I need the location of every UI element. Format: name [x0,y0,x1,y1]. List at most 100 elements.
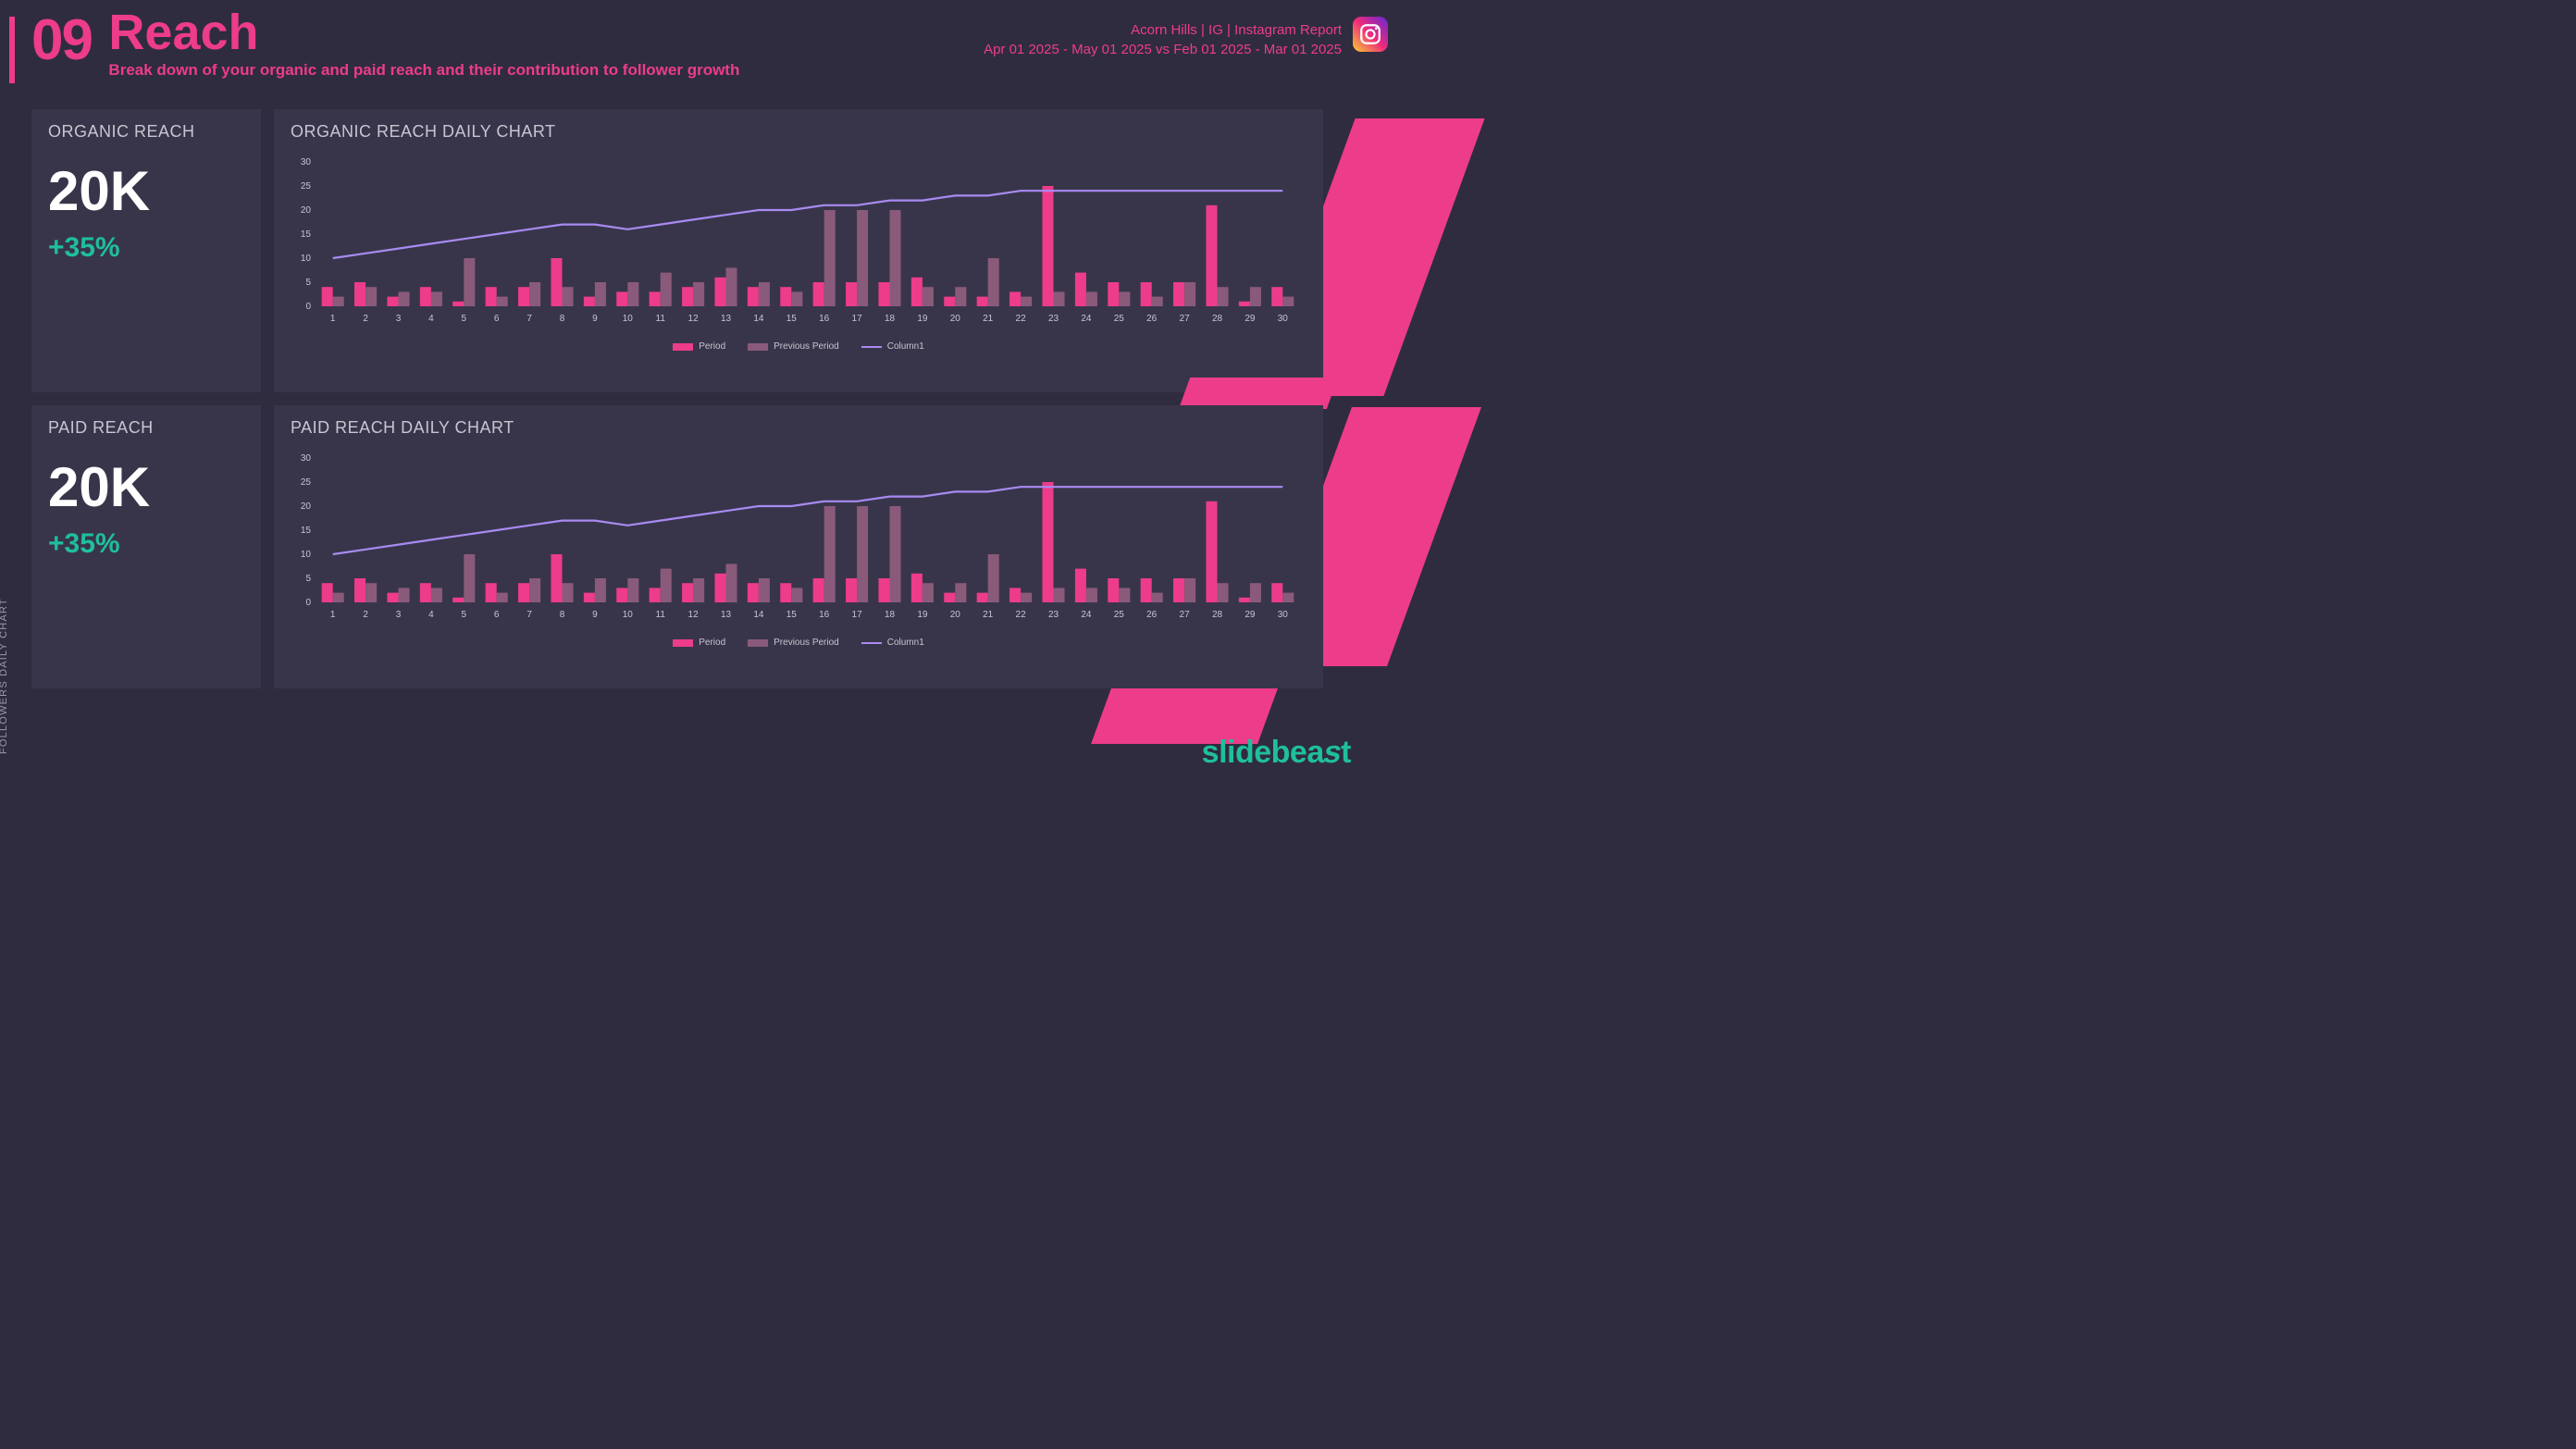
svg-text:24: 24 [1081,314,1092,324]
svg-text:27: 27 [1180,314,1191,324]
report-line2: Apr 01 2025 - May 01 2025 vs Feb 01 2025… [984,40,1342,59]
svg-text:15: 15 [786,610,798,620]
organic-chart-panel: ORGANIC REACH DAILY CHART 05101520253012… [274,109,1323,392]
svg-text:5: 5 [462,314,467,324]
legend-swatch [861,642,882,644]
svg-text:25: 25 [1114,610,1125,620]
legend-item: Period [673,341,725,352]
paid-chart-panel: PAID REACH DAILY CHART 05101520253012345… [274,405,1323,688]
svg-text:25: 25 [301,181,312,192]
svg-text:0: 0 [305,302,311,312]
legend-item: Previous Period [748,341,839,352]
legend-label: Period [699,638,725,648]
svg-text:25: 25 [1114,314,1125,324]
svg-text:30: 30 [301,453,312,464]
svg-text:15: 15 [301,229,312,240]
legend-item: Period [673,638,725,648]
svg-text:28: 28 [1212,610,1223,620]
svg-text:25: 25 [301,477,312,488]
svg-text:11: 11 [656,314,666,324]
instagram-icon [1353,17,1388,52]
legend-label: Previous Period [774,638,839,648]
legend-item: Previous Period [748,638,839,648]
svg-text:22: 22 [1016,610,1027,620]
svg-text:10: 10 [623,610,634,620]
svg-text:3: 3 [396,314,402,324]
svg-text:9: 9 [592,314,598,324]
svg-text:9: 9 [592,610,598,620]
svg-text:20: 20 [950,610,961,620]
svg-text:30: 30 [301,157,312,167]
svg-text:7: 7 [526,314,532,324]
svg-text:27: 27 [1180,610,1191,620]
svg-text:12: 12 [688,314,700,324]
svg-text:4: 4 [428,314,434,324]
svg-text:18: 18 [885,314,896,324]
svg-text:10: 10 [623,314,634,324]
svg-text:22: 22 [1016,314,1027,324]
svg-text:30: 30 [1278,314,1289,324]
svg-text:19: 19 [917,314,928,324]
legend-swatch [748,639,768,647]
legend-swatch [861,346,882,348]
paid-legend: Period Previous Period Column1 [291,638,1307,648]
svg-text:23: 23 [1048,314,1059,324]
svg-text:0: 0 [305,598,311,608]
svg-text:21: 21 [983,610,994,620]
svg-text:20: 20 [301,502,312,512]
svg-text:6: 6 [494,610,500,620]
svg-text:4: 4 [428,610,434,620]
svg-text:12: 12 [688,610,700,620]
svg-text:5: 5 [305,574,311,584]
svg-text:7: 7 [526,610,532,620]
svg-text:20: 20 [950,314,961,324]
kpi-organic-panel: ORGANIC REACH 20K +35% [31,109,261,392]
report-line1: Acorn Hills | IG | Instagram Report [984,20,1342,40]
svg-text:17: 17 [852,314,863,324]
svg-text:5: 5 [462,610,467,620]
kpi-organic-delta: +35% [48,232,244,264]
svg-text:2: 2 [363,610,368,620]
page-title: Reach [108,7,739,57]
svg-text:15: 15 [301,526,312,536]
page-subtitle: Break down of your organic and paid reac… [108,61,739,80]
legend-swatch [673,639,693,647]
organic-chart-title: ORGANIC REACH DAILY CHART [291,122,1307,142]
kpi-organic-value: 20K [48,164,244,219]
svg-text:2: 2 [363,314,368,324]
svg-text:13: 13 [721,314,732,324]
svg-text:10: 10 [301,550,312,560]
svg-text:29: 29 [1245,610,1256,620]
kpi-paid-panel: PAID REACH 20K +35% [31,405,261,688]
kpi-paid-title: PAID REACH [48,418,244,438]
svg-text:19: 19 [917,610,928,620]
svg-text:8: 8 [560,314,565,324]
svg-text:24: 24 [1081,610,1092,620]
paid-chart-title: PAID REACH DAILY CHART [291,418,1307,438]
legend-label: Column1 [887,638,924,648]
legend-item: Column1 [861,638,924,648]
kpi-paid-value: 20K [48,460,244,515]
svg-text:18: 18 [885,610,896,620]
svg-text:8: 8 [560,610,565,620]
svg-text:16: 16 [819,314,830,324]
svg-text:21: 21 [983,314,994,324]
legend-label: Column1 [887,341,924,352]
deco-shape [1179,378,1338,409]
svg-text:26: 26 [1146,610,1158,620]
organic-legend: Period Previous Period Column1 [291,341,1307,352]
svg-text:13: 13 [721,610,732,620]
svg-text:28: 28 [1212,314,1223,324]
paid-chart: 0510152025301234567891011121314151617181… [296,454,1305,630]
legend-swatch [748,343,768,351]
svg-text:1: 1 [330,314,336,324]
svg-text:26: 26 [1146,314,1158,324]
svg-text:10: 10 [301,254,312,264]
brand-logo: slidebeast [1202,735,1351,771]
svg-text:11: 11 [656,610,666,620]
accent-bar [9,17,15,83]
svg-text:17: 17 [852,610,863,620]
svg-text:15: 15 [786,314,798,324]
organic-chart: 0510152025301234567891011121314151617181… [296,158,1305,334]
side-label: FOLLOWERS DAILY CHART [0,598,9,754]
